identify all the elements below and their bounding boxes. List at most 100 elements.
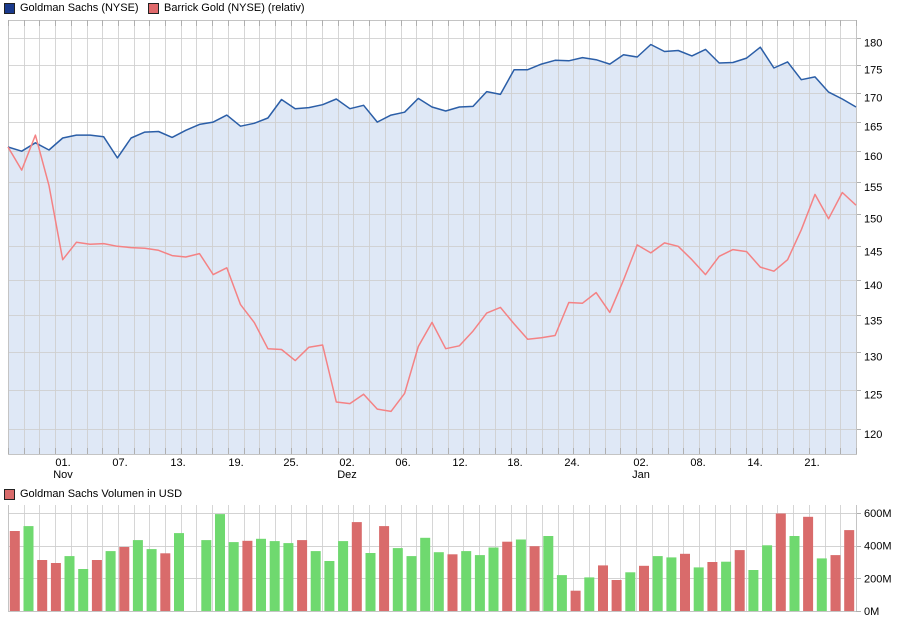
volume-bar	[215, 514, 225, 611]
volume-bar	[37, 560, 48, 611]
x-axis-day-label: 02.	[633, 457, 648, 469]
volume-bar	[803, 516, 814, 611]
volume-axis-label: 600M	[864, 508, 892, 520]
volume-bar	[338, 541, 349, 611]
volume-bar	[543, 536, 554, 611]
barrick-gold-legend-label: Barrick Gold (NYSE) (relativ)	[164, 1, 305, 14]
volume-bar	[789, 536, 800, 611]
volume-bar	[611, 580, 622, 611]
volume-bar	[652, 556, 663, 611]
volume-bar	[556, 575, 567, 611]
x-axis-day-label: 19.	[228, 457, 243, 469]
volume-bar	[693, 567, 704, 611]
volume-axis-label: 0M	[864, 606, 879, 618]
volume-bar	[105, 551, 116, 611]
volume-bar	[816, 558, 827, 611]
volume-bar	[570, 590, 581, 611]
volume-bar	[447, 554, 458, 611]
price-axis-label: 170	[864, 93, 882, 105]
barrick-gold-swatch-icon	[148, 2, 159, 14]
legend-item-goldman-sachs[interactable]: Goldman Sachs (NYSE)	[4, 2, 139, 14]
volume-bar	[639, 565, 649, 611]
volume-bar	[146, 549, 157, 611]
price-axis-label: 130	[864, 352, 882, 364]
volume-swatch-icon	[4, 488, 15, 500]
volume-bar	[310, 551, 321, 611]
price-axis-label: 180	[864, 38, 882, 50]
volume-axis-label: 400M	[864, 541, 892, 553]
volume-bar	[584, 577, 595, 611]
x-axis-day-label: 21.	[804, 457, 819, 469]
volume-bar	[515, 539, 526, 611]
volume-bar	[365, 553, 376, 611]
volume-bar	[598, 565, 608, 611]
volume-bar	[433, 552, 444, 611]
volume-bar	[680, 553, 690, 611]
x-axis-day-label: 14.	[747, 457, 762, 469]
volume-bar	[64, 556, 75, 611]
volume-bar	[91, 560, 102, 611]
x-axis-day-label: 07.	[112, 457, 127, 469]
volume-bar	[50, 563, 61, 611]
x-axis-day-label: 06.	[395, 457, 410, 469]
volume-bar	[283, 543, 294, 611]
volume-bar	[324, 561, 335, 611]
x-axis-day-label: 02.	[339, 457, 354, 469]
volume-axis-label: 200M	[864, 573, 892, 585]
x-axis-day-label: 12.	[452, 457, 467, 469]
price-axis-label: 135	[864, 315, 882, 327]
x-axis-month-label: Nov	[53, 469, 73, 481]
x-axis-month-label: Jan	[632, 469, 650, 481]
volume-bar	[830, 555, 841, 611]
volume-bar	[78, 569, 89, 611]
volume-bar	[228, 542, 239, 611]
x-axis-day-label: 01.	[55, 457, 70, 469]
goldman-sachs-line	[7, 43, 857, 159]
volume-bar	[461, 551, 472, 611]
price-axis-label: 160	[864, 151, 882, 163]
goldman-sachs-swatch-icon	[4, 2, 15, 14]
legend-item-volume[interactable]: Goldman Sachs Volumen in USD	[4, 488, 182, 500]
volume-bar	[379, 526, 390, 611]
x-axis-day-label: 13.	[170, 457, 185, 469]
volume-bar	[844, 530, 855, 611]
volume-bar	[666, 557, 677, 611]
price-axis-label: 145	[864, 246, 882, 258]
volume-bar	[132, 540, 143, 611]
volume-bar	[488, 547, 499, 611]
volume-bar	[392, 548, 403, 611]
volume-bar	[201, 540, 212, 611]
x-axis-day-label: 24.	[564, 457, 579, 469]
volume-bar	[256, 538, 266, 611]
volume-bar	[174, 533, 184, 611]
volume-bar	[721, 561, 732, 611]
goldman-sachs-legend-label: Goldman Sachs (NYSE)	[20, 1, 139, 14]
price-axis-label: 125	[864, 390, 882, 402]
volume-bar	[420, 537, 431, 611]
volume-bar	[242, 540, 253, 611]
price-axis-label: 165	[864, 122, 882, 134]
volume-bar	[707, 562, 718, 611]
volume-bar	[351, 522, 362, 611]
x-axis-day-label: 25.	[283, 457, 298, 469]
volume-bar	[502, 541, 513, 611]
volume-bar	[529, 546, 540, 611]
barrick-gold-line	[7, 134, 857, 413]
price-axis-label: 175	[864, 65, 882, 77]
x-axis-month-label: Dez	[337, 469, 357, 481]
volume-bar	[474, 555, 485, 611]
price-axis-label: 140	[864, 280, 882, 292]
x-axis-day-label: 18.	[507, 457, 522, 469]
legend-item-barrick-gold[interactable]: Barrick Gold (NYSE) (relativ)	[148, 2, 305, 14]
x-axis-day-label: 08.	[690, 457, 705, 469]
volume-bar	[9, 531, 20, 611]
volume-bar	[269, 541, 280, 611]
volume-bar	[406, 556, 417, 611]
volume-bar	[297, 540, 308, 611]
price-axis-label: 150	[864, 214, 882, 226]
volume-bar	[625, 572, 636, 611]
volume-bar	[762, 545, 773, 611]
volume-bar	[23, 526, 34, 611]
